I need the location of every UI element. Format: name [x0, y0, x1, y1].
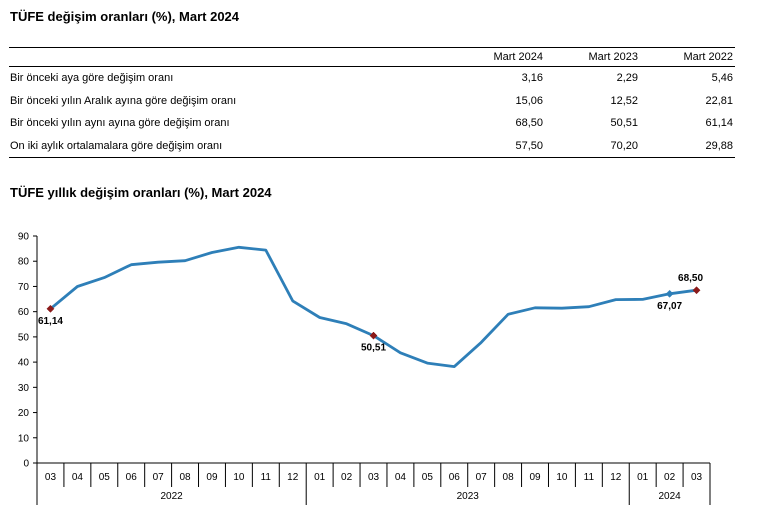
x-tick-label: 04: [395, 472, 407, 483]
row-label: Bir önceki yılın aynı ayına göre değişim…: [10, 117, 230, 130]
x-tick-label: 03: [45, 472, 57, 483]
y-tick-label: 90: [18, 232, 30, 243]
x-tick-label: 07: [153, 472, 165, 483]
x-tick-label: 12: [287, 472, 299, 483]
year-label: 2023: [457, 491, 480, 502]
cell-value: 22,81: [705, 94, 733, 107]
table-row: Bir önceki yılın Aralık ayına göre değiş…: [9, 90, 735, 113]
x-tick-label: 04: [72, 472, 84, 483]
x-tick-label: 11: [261, 472, 272, 483]
header-mart-2022: Mart 2022: [640, 47, 735, 67]
data-label: 67,07: [657, 301, 682, 312]
x-tick-label: 08: [503, 472, 515, 483]
x-tick-label: 10: [233, 472, 245, 483]
x-tick-label: 01: [314, 472, 326, 483]
x-tick-label: 12: [610, 472, 622, 483]
data-label: 68,50: [678, 273, 703, 284]
y-tick-label: 0: [23, 459, 29, 470]
y-tick-label: 50: [18, 332, 30, 343]
cell-value: 70,20: [545, 134, 640, 158]
cell-value: 12,52: [610, 94, 638, 107]
cell-value: 2,29: [616, 72, 638, 85]
cell-value: 29,88: [640, 134, 735, 158]
data-point-marker: [369, 331, 378, 340]
row-label: On iki aylık ortalamalara göre değişim o…: [9, 134, 449, 158]
x-tick-label: 05: [422, 472, 434, 483]
x-tick-label: 08: [179, 472, 191, 483]
data-point-marker: [46, 304, 55, 313]
x-tick-label: 06: [449, 472, 461, 483]
cell-value: 68,50: [515, 117, 543, 130]
y-tick-label: 60: [18, 307, 30, 318]
x-tick-label: 05: [99, 472, 111, 483]
table-header-row: Mart 2024 Mart 2023 Mart 2022: [9, 47, 735, 67]
x-tick-label: 06: [126, 472, 138, 483]
year-label: 2022: [160, 491, 183, 502]
y-tick-label: 70: [18, 282, 30, 293]
y-tick-label: 80: [18, 257, 30, 268]
x-tick-label: 03: [368, 472, 380, 483]
x-tick-label: 09: [529, 472, 541, 483]
data-point-marker: [665, 289, 674, 298]
y-tick-label: 10: [18, 433, 30, 444]
change-rates-table: Mart 2024 Mart 2023 Mart 2022 Bir önceki…: [9, 47, 735, 158]
cell-value: 57,50: [449, 134, 545, 158]
x-tick-label: 09: [206, 472, 218, 483]
x-tick-label: 02: [664, 472, 676, 483]
data-label: 61,14: [38, 316, 63, 327]
x-tick-label: 01: [637, 472, 649, 483]
y-tick-label: 40: [18, 358, 30, 369]
table-title: TÜFE değişim oranları (%), Mart 2024: [10, 9, 240, 24]
cell-value: 15,06: [515, 94, 543, 107]
y-tick-label: 20: [18, 408, 30, 419]
table-row: Bir önceki yılın aynı ayına göre değişim…: [9, 112, 735, 135]
cell-value: 50,51: [610, 117, 638, 130]
x-tick-label: 11: [584, 472, 595, 483]
header-mart-2024: Mart 2024: [449, 47, 545, 67]
x-tick-label: 07: [476, 472, 488, 483]
data-label: 50,51: [361, 343, 386, 354]
x-tick-label: 03: [691, 472, 703, 483]
year-label: 2024: [658, 491, 681, 502]
data-point-marker: [692, 286, 701, 295]
y-tick-label: 30: [18, 383, 30, 394]
cell-value: 61,14: [705, 117, 733, 130]
cell-value: 5,46: [711, 72, 733, 85]
x-tick-label: 10: [556, 472, 568, 483]
row-label: Bir önceki aya göre değişim oranı: [10, 72, 174, 85]
header-empty: [9, 47, 449, 67]
x-tick-label: 02: [341, 472, 353, 483]
chart-title: TÜFE yıllık değişim oranları (%), Mart 2…: [10, 185, 272, 200]
header-mart-2023: Mart 2023: [545, 47, 640, 67]
table-row: Bir önceki aya göre değişim oranı 3,16 2…: [9, 67, 735, 90]
cell-value: 3,16: [521, 72, 543, 85]
table-row: On iki aylık ortalamalara göre değişim o…: [9, 134, 735, 158]
row-label: Bir önceki yılın Aralık ayına göre değiş…: [10, 94, 237, 107]
